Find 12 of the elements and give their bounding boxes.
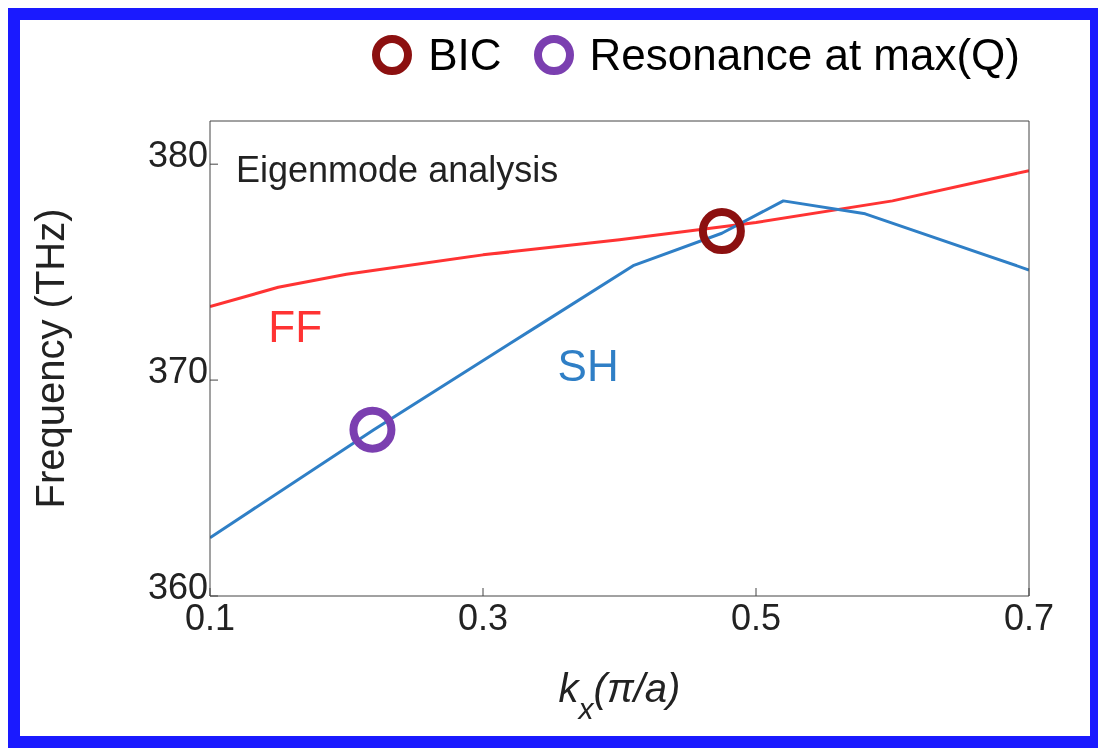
- y-tick-label: 370: [147, 349, 208, 391]
- annotation: Eigenmode analysis: [236, 149, 559, 190]
- y-axis-title: Frequency (THz): [28, 208, 73, 509]
- series-label: FF: [268, 302, 323, 352]
- x-tick-label: 0.3: [457, 596, 509, 638]
- y-tick-label: 380: [147, 133, 208, 175]
- legend-label: BIC: [428, 30, 502, 80]
- x-axis-title: k$_{x}$(π/a): [558, 666, 681, 725]
- x-tick-label: 0.5: [730, 596, 782, 638]
- legend-label: Resonance at max(Q): [589, 30, 1020, 80]
- series-label: SH: [557, 341, 619, 391]
- x-tick-label: 0.7: [1003, 596, 1055, 638]
